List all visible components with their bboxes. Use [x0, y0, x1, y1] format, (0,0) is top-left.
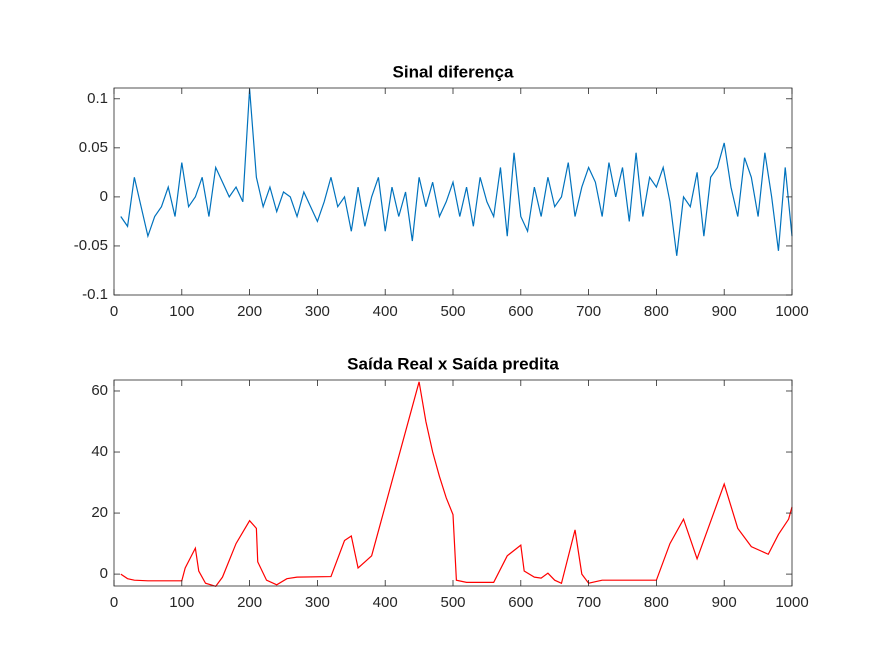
x-tick-label: 600: [508, 594, 533, 611]
x-tick-label: 800: [644, 594, 669, 611]
y-tick-label: 20: [91, 504, 108, 521]
x-tick-label: 1000: [775, 594, 808, 611]
axes-background: [114, 88, 792, 295]
x-tick-label: 400: [373, 303, 398, 320]
x-tick-label: 300: [305, 303, 330, 320]
x-tick-label: 500: [440, 303, 465, 320]
x-tick-label: 0: [110, 303, 118, 320]
x-tick-label: 900: [712, 594, 737, 611]
y-tick-label: 0: [100, 188, 108, 205]
x-tick-label: 900: [712, 303, 737, 320]
x-tick-label: 200: [237, 303, 262, 320]
x-tick-label: 600: [508, 303, 533, 320]
data-line: [120, 88, 793, 256]
y-tick-label: -0.1: [82, 286, 108, 303]
axes-background: [114, 380, 792, 586]
y-tick-label: 0: [100, 565, 108, 582]
x-tick-label: 0: [110, 594, 118, 611]
x-tick-label: 1000: [775, 303, 808, 320]
x-tick-label: 700: [576, 594, 601, 611]
x-tick-label: 800: [644, 303, 669, 320]
chart-title: Saída Real x Saída predita: [347, 354, 559, 373]
x-tick-label: 400: [373, 594, 398, 611]
x-tick-label: 100: [169, 594, 194, 611]
x-tick-label: 200: [237, 594, 262, 611]
x-tick-label: 500: [440, 594, 465, 611]
y-tick-label: -0.05: [74, 237, 108, 254]
y-tick-label: 0.1: [87, 90, 108, 107]
y-tick-label: 60: [91, 382, 108, 399]
data-line: [120, 381, 793, 588]
x-tick-label: 100: [169, 303, 194, 320]
y-tick-label: 40: [91, 443, 108, 460]
y-tick-label: 0.05: [79, 139, 108, 156]
x-tick-label: 700: [576, 303, 601, 320]
chart-title: Sinal diferença: [393, 62, 514, 81]
x-tick-label: 300: [305, 594, 330, 611]
